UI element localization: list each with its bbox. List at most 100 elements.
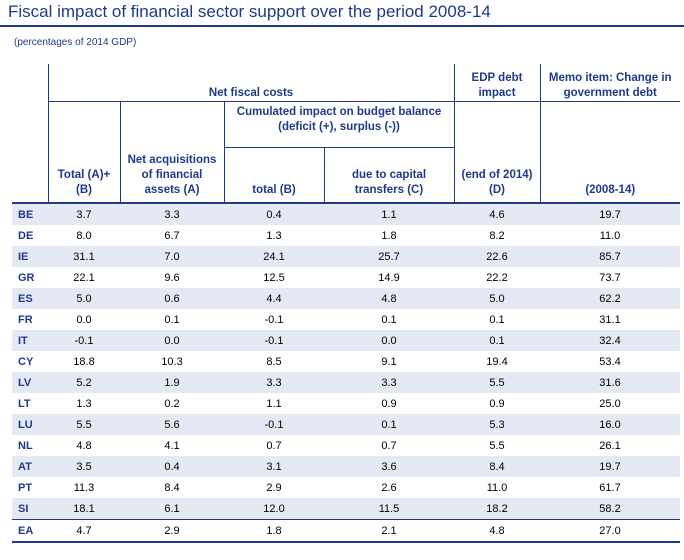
capital-transfers-cell: 0.1 xyxy=(324,309,454,330)
table-title: Fiscal impact of financial sector suppor… xyxy=(8,2,491,22)
country-cell: IE xyxy=(12,246,48,267)
total-cell: 4.8 xyxy=(48,435,120,456)
memo-cell: 32.4 xyxy=(540,330,680,351)
capital-transfers-cell: 4.8 xyxy=(324,288,454,309)
country-cell: NL xyxy=(12,435,48,456)
total-cell: 3.7 xyxy=(48,203,120,225)
table-row: FR 0.0 0.1 -0.1 0.1 0.1 31.1 xyxy=(12,309,680,330)
table-row: PT 11.3 8.4 2.9 2.6 11.0 61.7 xyxy=(12,477,680,498)
header-period: (2008-14) xyxy=(540,102,680,204)
balance-total-cell: 8.5 xyxy=(224,351,324,372)
table-row: LV 5.2 1.9 3.3 3.3 5.5 31.6 xyxy=(12,372,680,393)
capital-transfers-cell: 0.7 xyxy=(324,435,454,456)
edp-debt-cell: 8.4 xyxy=(454,456,540,477)
memo-cell: 19.7 xyxy=(540,456,680,477)
edp-debt-cell: 0.1 xyxy=(454,330,540,351)
net-acquisitions-cell: 10.3 xyxy=(120,351,224,372)
balance-total-cell: 12.5 xyxy=(224,267,324,288)
capital-transfers-cell: 14.9 xyxy=(324,267,454,288)
edp-debt-cell: 4.6 xyxy=(454,203,540,225)
country-cell: FR xyxy=(12,309,48,330)
header-memo-item: Memo item: Change in government debt xyxy=(540,64,680,102)
net-acquisitions-cell: 8.4 xyxy=(120,477,224,498)
net-acquisitions-cell: 0.2 xyxy=(120,393,224,414)
net-acquisitions-cell: 0.4 xyxy=(120,456,224,477)
net-acquisitions-cell: 2.9 xyxy=(120,520,224,543)
header-net-fiscal-costs: Net fiscal costs xyxy=(48,64,454,102)
capital-transfers-cell: 3.3 xyxy=(324,372,454,393)
edp-debt-cell: 8.2 xyxy=(454,225,540,246)
country-cell: BE xyxy=(12,203,48,225)
table-row: NL 4.8 4.1 0.7 0.7 5.5 26.1 xyxy=(12,435,680,456)
balance-total-cell: 3.3 xyxy=(224,372,324,393)
header-edp-debt-impact: EDP debt impact xyxy=(454,64,540,102)
country-cell: CY xyxy=(12,351,48,372)
table-row: EA 4.7 2.9 1.8 2.1 4.8 27.0 xyxy=(12,520,680,543)
memo-cell: 61.7 xyxy=(540,477,680,498)
table-row: ES 5.0 0.6 4.4 4.8 5.0 62.2 xyxy=(12,288,680,309)
table-subtitle: (percentages of 2014 GDP) xyxy=(14,37,136,48)
balance-total-cell: 1.3 xyxy=(224,225,324,246)
balance-total-cell: -0.1 xyxy=(224,330,324,351)
table-row: LT 1.3 0.2 1.1 0.9 0.9 25.0 xyxy=(12,393,680,414)
total-cell: 1.3 xyxy=(48,393,120,414)
fiscal-impact-table: Net fiscal costs EDP debt impact Memo it… xyxy=(12,64,680,543)
balance-total-cell: -0.1 xyxy=(224,414,324,435)
balance-total-cell: 1.8 xyxy=(224,520,324,543)
net-acquisitions-cell: 0.6 xyxy=(120,288,224,309)
memo-cell: 25.0 xyxy=(540,393,680,414)
table-row: BE 3.7 3.3 0.4 1.1 4.6 19.7 xyxy=(12,203,680,225)
memo-cell: 26.1 xyxy=(540,435,680,456)
total-cell: 5.5 xyxy=(48,414,120,435)
edp-debt-cell: 0.9 xyxy=(454,393,540,414)
total-cell: 18.8 xyxy=(48,351,120,372)
balance-total-cell: 4.4 xyxy=(224,288,324,309)
country-cell: GR xyxy=(12,267,48,288)
edp-debt-cell: 22.6 xyxy=(454,246,540,267)
header-corner xyxy=(12,64,48,102)
memo-cell: 31.1 xyxy=(540,309,680,330)
balance-total-cell: 0.7 xyxy=(224,435,324,456)
memo-cell: 85.7 xyxy=(540,246,680,267)
total-cell: 11.3 xyxy=(48,477,120,498)
edp-debt-cell: 22.2 xyxy=(454,267,540,288)
balance-total-cell: 0.4 xyxy=(224,203,324,225)
country-cell: LV xyxy=(12,372,48,393)
memo-cell: 11.0 xyxy=(540,225,680,246)
total-cell: 31.1 xyxy=(48,246,120,267)
balance-total-cell: 2.9 xyxy=(224,477,324,498)
capital-transfers-cell: 1.8 xyxy=(324,225,454,246)
title-rule xyxy=(0,25,684,27)
capital-transfers-cell: 2.6 xyxy=(324,477,454,498)
table-row: IE 31.1 7.0 24.1 25.7 22.6 85.7 xyxy=(12,246,680,267)
edp-debt-cell: 5.5 xyxy=(454,435,540,456)
header-total-ab: Total (A)+(B) xyxy=(48,102,120,204)
memo-cell: 27.0 xyxy=(540,520,680,543)
net-acquisitions-cell: 9.6 xyxy=(120,267,224,288)
table-row: AT 3.5 0.4 3.1 3.6 8.4 19.7 xyxy=(12,456,680,477)
country-cell: DE xyxy=(12,225,48,246)
edp-debt-cell: 11.0 xyxy=(454,477,540,498)
memo-cell: 31.6 xyxy=(540,372,680,393)
capital-transfers-cell: 2.1 xyxy=(324,520,454,543)
country-cell: PT xyxy=(12,477,48,498)
table-row: SI 18.1 6.1 12.0 11.5 18.2 58.2 xyxy=(12,498,680,520)
balance-total-cell: -0.1 xyxy=(224,309,324,330)
net-acquisitions-cell: 0.1 xyxy=(120,309,224,330)
country-cell: IT xyxy=(12,330,48,351)
net-acquisitions-cell: 4.1 xyxy=(120,435,224,456)
table-row: IT -0.1 0.0 -0.1 0.0 0.1 32.4 xyxy=(12,330,680,351)
capital-transfers-cell: 9.1 xyxy=(324,351,454,372)
header-total-b: total (B) xyxy=(224,148,324,204)
net-acquisitions-cell: 6.7 xyxy=(120,225,224,246)
total-cell: 3.5 xyxy=(48,456,120,477)
net-acquisitions-cell: 7.0 xyxy=(120,246,224,267)
balance-total-cell: 12.0 xyxy=(224,498,324,520)
header-capital-transfers: due to capital transfers (C) xyxy=(324,148,454,204)
net-acquisitions-cell: 1.9 xyxy=(120,372,224,393)
edp-debt-cell: 19.4 xyxy=(454,351,540,372)
header-cumulated-impact: Cumulated impact on budget balance (defi… xyxy=(224,102,454,148)
balance-total-cell: 3.1 xyxy=(224,456,324,477)
country-cell: ES xyxy=(12,288,48,309)
total-cell: 5.2 xyxy=(48,372,120,393)
